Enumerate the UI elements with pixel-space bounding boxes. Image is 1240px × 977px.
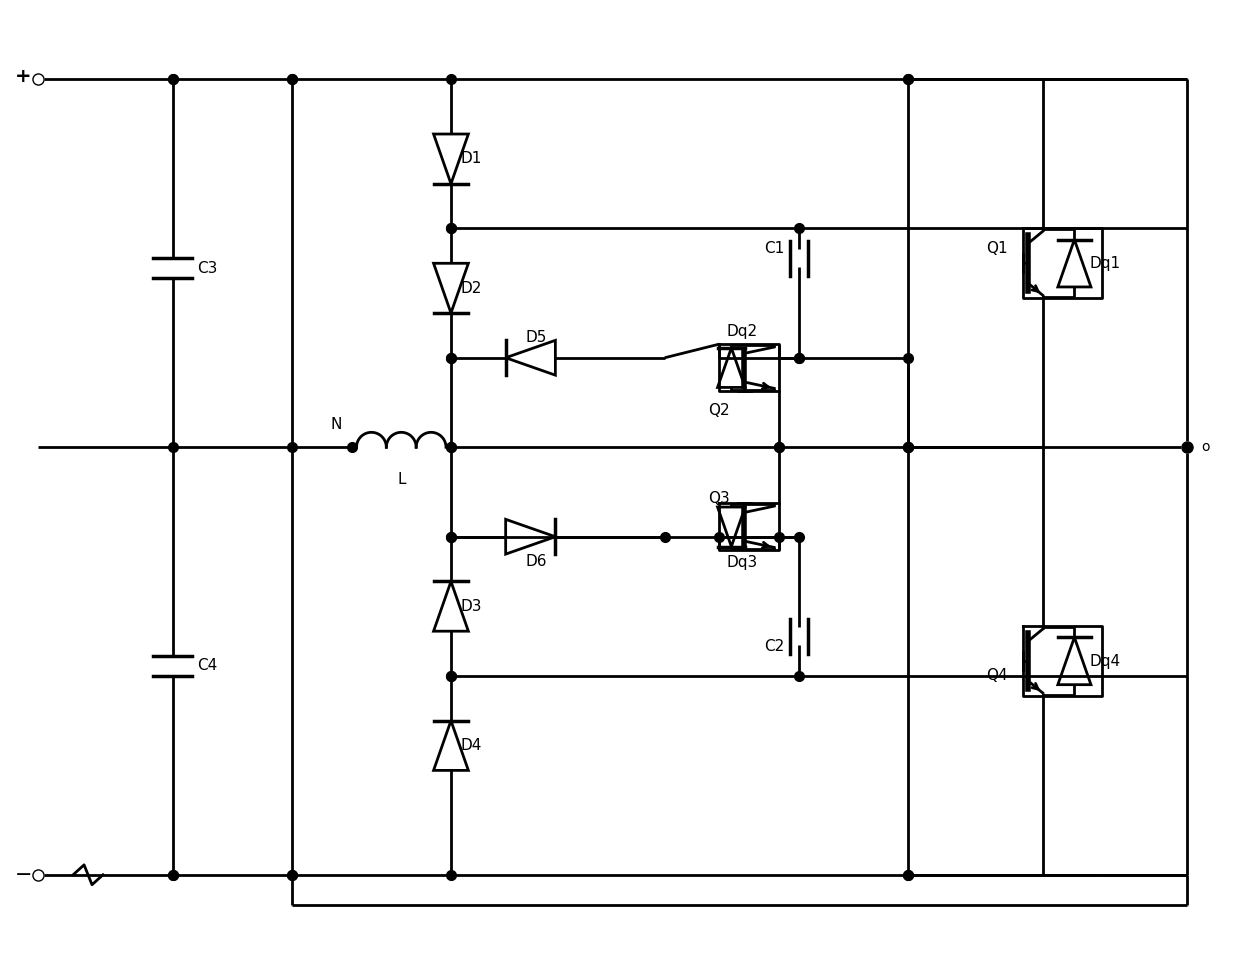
Text: C3: C3 bbox=[197, 261, 218, 276]
Text: L: L bbox=[397, 472, 405, 488]
Text: Dq2: Dq2 bbox=[727, 324, 758, 339]
Text: D4: D4 bbox=[461, 738, 482, 753]
Text: Q2: Q2 bbox=[708, 404, 729, 418]
Text: N: N bbox=[331, 417, 342, 432]
Text: Q1: Q1 bbox=[986, 241, 1008, 256]
Text: Dq4: Dq4 bbox=[1089, 654, 1121, 668]
Text: D5: D5 bbox=[526, 330, 547, 345]
Text: o: o bbox=[1202, 441, 1210, 454]
Text: Q4: Q4 bbox=[986, 668, 1008, 684]
Text: D6: D6 bbox=[526, 554, 547, 569]
Text: D3: D3 bbox=[461, 599, 482, 614]
Text: C4: C4 bbox=[197, 658, 218, 673]
Text: C2: C2 bbox=[764, 639, 785, 654]
Text: Dq1: Dq1 bbox=[1089, 256, 1121, 271]
Text: D1: D1 bbox=[461, 151, 482, 166]
Text: +: + bbox=[15, 66, 32, 86]
Text: Q3: Q3 bbox=[708, 491, 729, 506]
Text: D2: D2 bbox=[461, 280, 482, 296]
Text: C1: C1 bbox=[764, 241, 785, 256]
Text: −: − bbox=[15, 865, 32, 885]
Text: Dq3: Dq3 bbox=[727, 555, 758, 571]
